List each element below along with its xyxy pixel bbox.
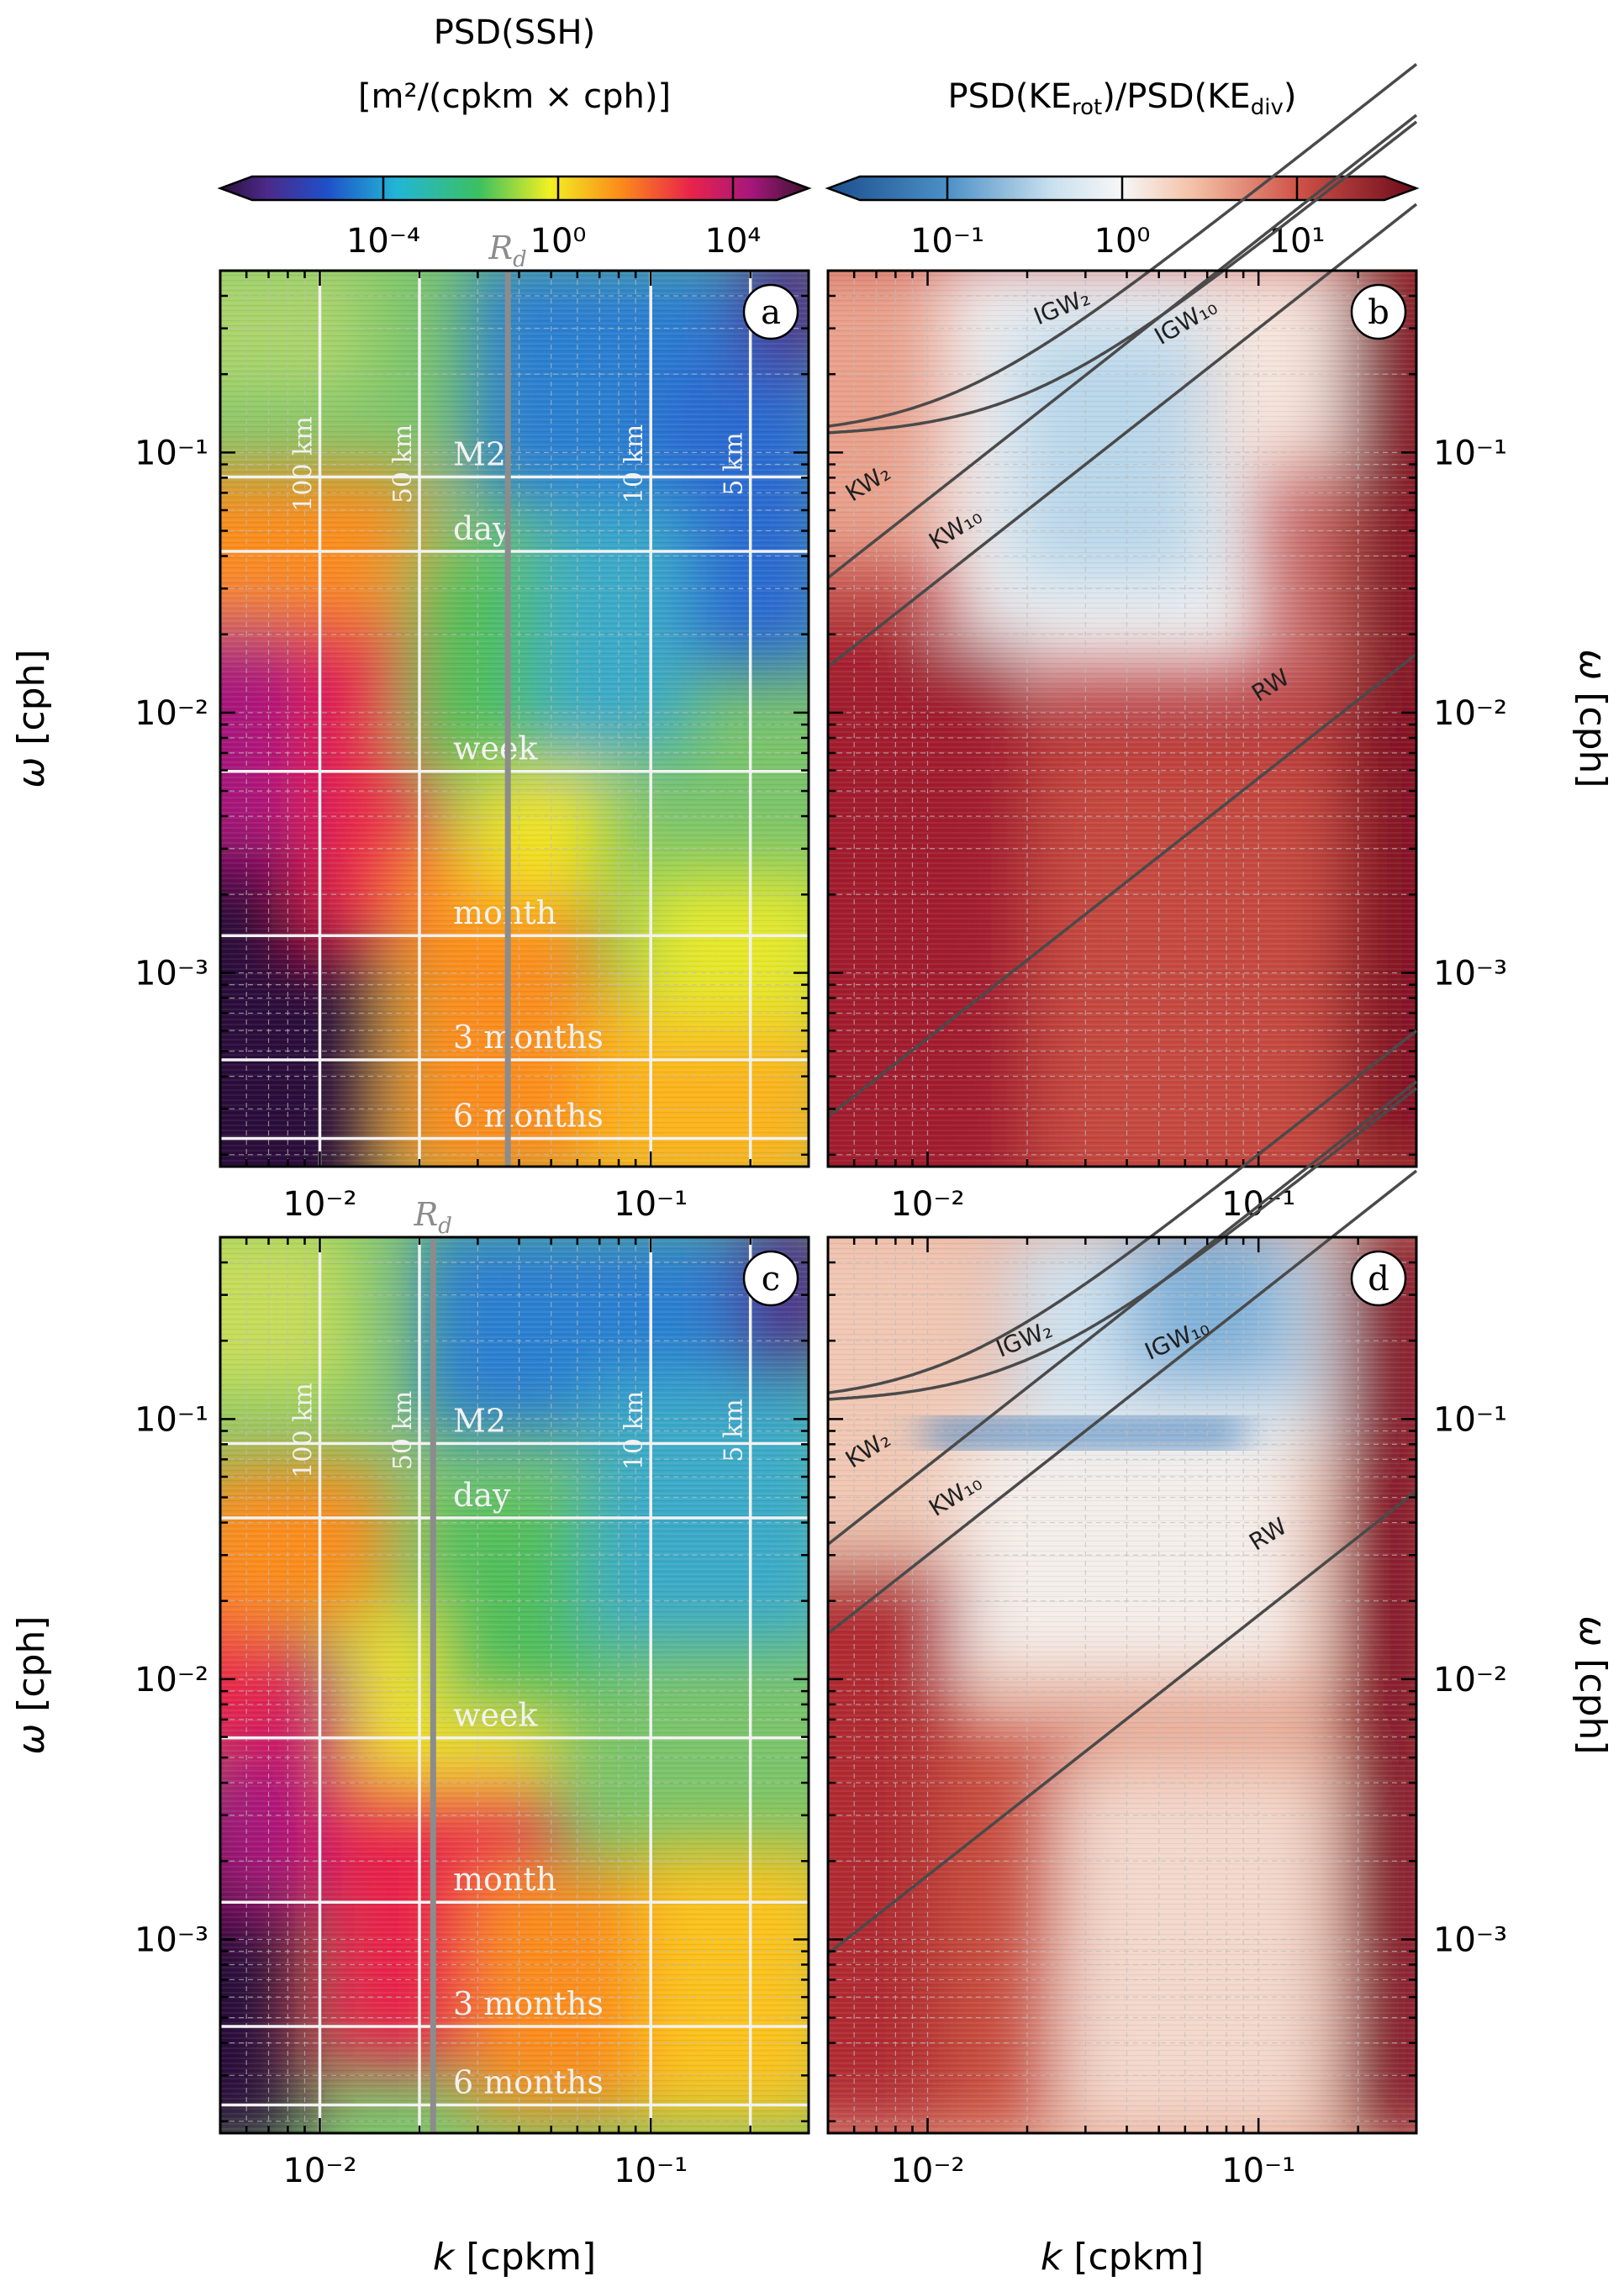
vline-label: 100 km [289,1383,319,1478]
x-tick-label: 10⁻¹ [614,1185,688,1224]
panel-b-letter: b [1350,283,1407,340]
vline-label: 50 km [388,424,418,503]
hline-label: M2 [453,1403,506,1440]
y-axis-label-left: ω [cph] [10,649,53,788]
hline-label: M2 [453,436,506,473]
x-tick-label: 10⁻¹ [614,2152,688,2190]
y-tick-label: 10⁻¹ [1433,434,1507,472]
y-axis-label-right: ω [cph] [1571,1615,1614,1754]
hline-label: 3 months [453,1985,604,2022]
colorbar-ssh-bar [217,175,812,202]
hline-label: 6 months [453,2063,604,2100]
vline-label: 10 km [620,424,649,503]
colorbar-tick-label: 10⁻¹ [910,222,984,261]
y-tick-label: 10⁻² [1433,694,1507,733]
panel-c-letter: c [742,1250,799,1307]
y-tick-label: 10⁻² [1433,1661,1507,1699]
vline-label: 5 km [720,1399,749,1462]
hline-label: day [453,1477,511,1514]
x-axis-label: k [cpkm] [1041,2236,1204,2279]
y-tick-label: 10⁻² [134,694,208,733]
hline-label: week [453,730,539,767]
x-axis-label: k [cpkm] [433,2236,596,2279]
vline-label: 10 km [620,1391,649,1470]
panel-c-frame [219,1236,810,2135]
colorbar-ratio-title: PSD(KErot)/PSD(KEdiv) [948,77,1297,120]
ratio-title-part3: ) [1284,77,1297,116]
y-tick-label: 10⁻³ [134,954,208,993]
x-tick-label: 10⁻² [890,1185,964,1224]
colorbar-ssh-title-line1: PSD(SSH) [434,13,595,52]
colorbar-tick-label: 10¹ [1269,222,1326,261]
svg-text:d: d [1368,1260,1389,1299]
colorbar-tick-label: 10⁻⁴ [346,222,420,261]
colorbar-ssh-title: PSD(SSH) [m²/(cpkm × cph)] [358,13,671,116]
y-tick-label: 10⁻² [134,1661,208,1699]
hline-label: 3 months [453,1019,604,1056]
y-axis-label-left: ω [cph] [10,1615,53,1754]
curve-igw [827,1087,1418,1401]
curve-kw [826,203,1418,668]
svg-text:PSD(KErot)/PSD(KEdiv): PSD(KErot)/PSD(KEdiv) [948,77,1297,120]
hline-label: day [453,510,511,547]
panel-a-letter: a [742,283,799,340]
svg-text:c: c [762,1260,780,1299]
colorbar-ssh-title-line2: [m²/(cpkm × cph)] [358,77,671,116]
y-tick-label: 10⁻¹ [134,1400,208,1439]
y-tick-label: 10⁻³ [1433,954,1507,993]
colorbar-ratio: 10⁻¹ 10⁰ 10¹ [825,175,1420,261]
panel-a: M2 day week month 3 months 6 months 100 km 50 k… [134,229,810,1224]
vline-label: 50 km [388,1391,418,1470]
curve-rw [826,652,1418,1118]
curve-kw [826,1169,1418,1635]
x-tick-label: 10⁻² [890,2152,964,2190]
x-tick-label: 10⁻¹ [1221,2152,1295,2190]
panel-d-frame [826,1236,1418,2135]
hline-label: 6 months [453,1097,604,1134]
curve-rw [826,1489,1418,1956]
y-tick-label: 10⁻¹ [134,434,208,472]
y-tick-label: 10⁻³ [134,1921,208,1959]
panel-c: M2 day week month 3 months 6 months 100 km 50 k… [134,1196,810,2190]
y-tick-label: 10⁻¹ [1433,1400,1507,1439]
ratio-title-part2: )/PSD(KE [1102,77,1251,116]
panel-b-frame [826,269,1418,1168]
colorbar-tick-label: 10⁰ [530,222,587,261]
svg-text:a: a [761,293,781,332]
curve-igw [827,1030,1418,1394]
y-tick-label: 10⁻³ [1433,1921,1507,1959]
x-tick-label: 10⁻² [282,2152,356,2190]
curve-kw [826,113,1418,579]
colorbar-ssh: 10⁻⁴ 10⁰ 10⁴ [217,175,812,261]
panel-d-letter: d [1350,1250,1407,1307]
svg-text:b: b [1368,293,1389,332]
curve-igw [827,63,1418,428]
colorbar-tick-label: 10⁴ [705,222,762,261]
y-axis-label-right: ω [cph] [1571,649,1614,788]
curve-kw [826,1080,1418,1546]
curve-igw [827,120,1418,435]
colorbar-tick-label: 10⁰ [1094,222,1151,261]
hline-label: month [453,894,556,931]
ratio-title-part1: PSD(KE [948,77,1072,116]
ratio-title-sub1: rot [1072,95,1102,120]
rd-label: Rd [488,229,527,272]
rd-label: Rd [414,1196,452,1239]
hline-label: month [453,1861,556,1898]
panel-a-frame [219,269,810,1168]
x-tick-label: 10⁻² [282,1185,356,1224]
vline-label: 100 km [289,416,319,511]
hline-label: week [453,1697,539,1734]
ratio-title-sub2: div [1251,95,1284,120]
vline-label: 5 km [720,432,749,495]
